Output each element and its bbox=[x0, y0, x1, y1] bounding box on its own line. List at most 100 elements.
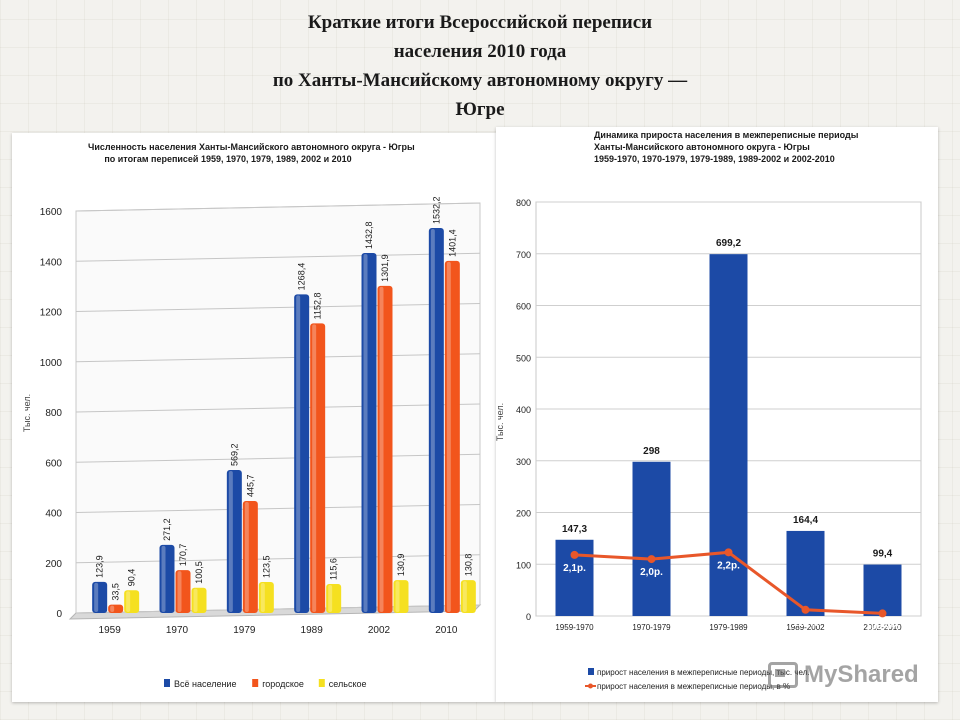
y-tick-label: 1600 bbox=[40, 207, 63, 218]
gridline bbox=[75, 403, 481, 413]
myshared-logo-icon bbox=[768, 662, 798, 688]
data-label: 699,2 bbox=[716, 238, 741, 249]
gridline bbox=[75, 353, 481, 363]
data-label: 100,5 bbox=[194, 561, 204, 584]
data-label: 164,4 bbox=[793, 515, 818, 526]
x-tick-label: 1979-1989 bbox=[709, 623, 748, 632]
x-tick-label: 1970 bbox=[166, 625, 189, 636]
gridline bbox=[75, 604, 481, 614]
legend-line-marker bbox=[588, 683, 593, 689]
x-tick-label: 2010 bbox=[435, 625, 458, 636]
population-chart-title-line-2: по итогам переписей 1959, 1970, 1979, 19… bbox=[104, 154, 352, 164]
y-tick-label: 1000 bbox=[40, 358, 63, 369]
gridline bbox=[75, 303, 481, 312]
y-tick-label: 100 bbox=[516, 560, 531, 570]
y-tick-label: 1400 bbox=[40, 257, 63, 268]
y-axis-label: Тыс. чел. bbox=[496, 403, 505, 441]
y-tick-label: 700 bbox=[516, 250, 531, 260]
bar bbox=[786, 530, 825, 616]
bar-highlight bbox=[328, 584, 333, 612]
y-tick-label: 800 bbox=[516, 198, 531, 208]
data-label: 445,7 bbox=[245, 474, 255, 497]
title-line-4: Югре bbox=[455, 99, 505, 120]
bar bbox=[428, 228, 444, 613]
bar-highlight bbox=[110, 605, 115, 612]
bar-highlight bbox=[94, 582, 99, 612]
data-label: 123,5 bbox=[261, 555, 271, 578]
bar-highlight bbox=[161, 545, 166, 612]
bar bbox=[444, 260, 460, 613]
gridline bbox=[75, 504, 481, 513]
data-label: 1152,8 bbox=[313, 292, 323, 319]
data-label: 569,2 bbox=[229, 443, 239, 466]
y-axis-label: Тыс. чел. bbox=[22, 394, 32, 432]
bar bbox=[310, 323, 326, 613]
data-label: 99,4 bbox=[873, 549, 893, 560]
growth-chart-title-line-3: 1959-1970, 1970-1979, 1979-1989, 1989-20… bbox=[594, 154, 835, 164]
bar bbox=[632, 461, 671, 616]
legend-label: Всё население bbox=[174, 679, 236, 689]
y-tick-label: 300 bbox=[516, 457, 531, 467]
gridline bbox=[75, 453, 481, 463]
bar-highlight bbox=[363, 254, 368, 612]
x-tick-label: 1959 bbox=[99, 625, 122, 636]
population-chart: 0 200 400 600 800 1000 1200 1400 1600 Тыс. чел. 12… bbox=[22, 197, 482, 689]
line-point-label: 2,1р. bbox=[563, 563, 586, 574]
data-label: 1268,4 bbox=[297, 263, 307, 291]
bar bbox=[92, 581, 108, 613]
bar bbox=[377, 285, 393, 613]
bar-highlight bbox=[296, 295, 301, 612]
y-tick-label: 200 bbox=[45, 559, 62, 570]
line-point-label: 2,0р. bbox=[640, 567, 663, 578]
title-line-1: Краткие итоги Всероссийской переписи bbox=[307, 12, 653, 33]
growth-chart: 0 100 200 300 400 500 600 700 800 Тыс. чел. 147,3 1… bbox=[496, 198, 922, 691]
y-tick-label: 600 bbox=[516, 302, 531, 312]
data-label: 123,9 bbox=[95, 555, 105, 578]
bar bbox=[175, 570, 191, 613]
bar bbox=[191, 587, 207, 613]
bar-highlight bbox=[446, 261, 451, 612]
y-tick-label: 500 bbox=[516, 353, 531, 363]
bar bbox=[226, 469, 242, 613]
bar-highlight bbox=[312, 324, 317, 612]
x-tick-label: 1970-1979 bbox=[632, 623, 671, 632]
bar-highlight bbox=[260, 582, 265, 612]
bar bbox=[361, 253, 377, 613]
population-chart-panel: Численность населения Ханты-Мансийского … bbox=[12, 133, 496, 702]
bar bbox=[242, 501, 258, 613]
y-tick-label: 600 bbox=[45, 458, 62, 469]
y-tick-label: 400 bbox=[45, 509, 62, 520]
x-tick-label: 1979 bbox=[233, 625, 256, 636]
legend-swatch bbox=[252, 679, 259, 687]
bar-highlight bbox=[177, 571, 182, 612]
bar-highlight bbox=[244, 502, 249, 612]
growth-chart-title-line-2: Ханты-Мансийского автономного округа - Ю… bbox=[594, 142, 810, 152]
x-tick-label: 1989 bbox=[301, 625, 324, 636]
line-point bbox=[724, 548, 733, 557]
data-label: 170,7 bbox=[178, 544, 188, 567]
line-point bbox=[878, 609, 887, 618]
legend-label: городское bbox=[262, 679, 304, 689]
x-tick-label: 1959-1970 bbox=[555, 623, 594, 632]
growth-chart-panel: Динамика прироста населения в межперепис… bbox=[496, 127, 938, 702]
bar-highlight bbox=[430, 229, 435, 612]
y-tick-label: 400 bbox=[516, 405, 531, 415]
bar bbox=[460, 580, 476, 613]
data-label: 130,8 bbox=[463, 554, 473, 577]
growth-chart-title-line-1: Динамика прироста населения в межперепис… bbox=[594, 130, 859, 140]
watermark-text: MyShared bbox=[804, 661, 919, 688]
bar-highlight bbox=[395, 581, 400, 612]
y-tick-label: 0 bbox=[526, 612, 531, 622]
bar bbox=[294, 294, 310, 613]
line-point-label: 2,2р. bbox=[717, 560, 740, 571]
bar bbox=[159, 544, 175, 613]
gridline bbox=[75, 252, 481, 262]
population-chart-title: Численность населения Ханты-Мансийского … bbox=[88, 141, 415, 165]
watermark: MyShared bbox=[768, 658, 919, 692]
slide-title: Краткие итоги Всероссийской переписи нас… bbox=[150, 8, 810, 124]
x-tick-label: 1989-2002 bbox=[786, 623, 825, 632]
title-line-3: по Ханты-Мансийскому автономному округу … bbox=[272, 70, 688, 91]
data-label: 1532,2 bbox=[431, 197, 441, 225]
gridline bbox=[75, 202, 481, 212]
line-point-label: 106,9% bbox=[866, 621, 900, 632]
